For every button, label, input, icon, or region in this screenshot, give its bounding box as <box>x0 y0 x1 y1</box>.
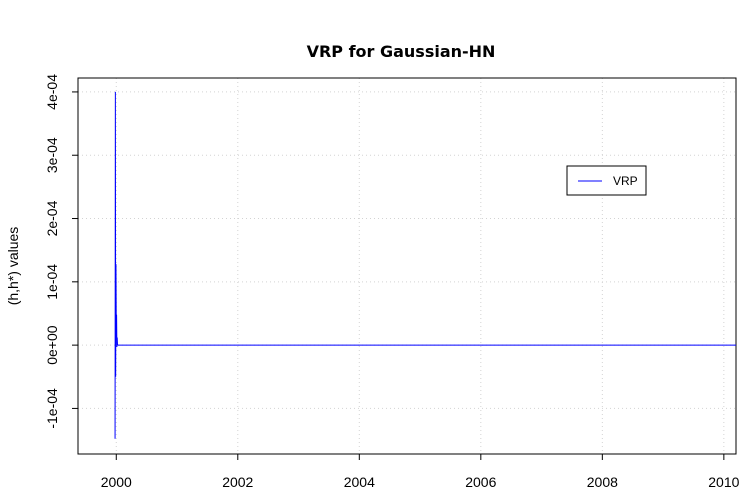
y-tick-label-3e-04: 3e-04 <box>44 137 60 173</box>
grid <box>78 78 736 454</box>
x-tick-label-2004: 2004 <box>344 474 375 490</box>
series-layer <box>114 91 736 439</box>
x-tick-label-2002: 2002 <box>222 474 253 490</box>
y-axis: -1e-04 0e+00 1e-04 2e-04 3e-04 4e-04 <box>44 74 78 429</box>
y-tick-label-0e+00: 0e+00 <box>44 325 60 365</box>
legend-box <box>566 165 647 196</box>
series-line-vrp <box>114 91 736 439</box>
y-tick-label-4e-04: 4e-04 <box>44 74 60 110</box>
plot-border <box>77 77 737 455</box>
x-tick-label-2010: 2010 <box>708 474 739 490</box>
y-axis-label: (h,h*) values <box>5 227 21 306</box>
y-tick-label--1e-04: -1e-04 <box>44 388 60 429</box>
x-tick-label-2000: 2000 <box>101 474 132 490</box>
x-tick-label-2006: 2006 <box>465 474 496 490</box>
y-tick-label-2e-04: 2e-04 <box>44 200 60 236</box>
legend-entry-vrp: VRP <box>613 174 638 188</box>
x-tick-label-2008: 2008 <box>587 474 618 490</box>
legend: VRP <box>566 165 647 196</box>
y-tick-label-1e-04: 1e-04 <box>44 264 60 300</box>
x-axis: 2000 2002 2004 2006 2008 2010 <box>101 454 740 490</box>
chart-title: VRP for Gaussian-HN <box>307 42 496 61</box>
